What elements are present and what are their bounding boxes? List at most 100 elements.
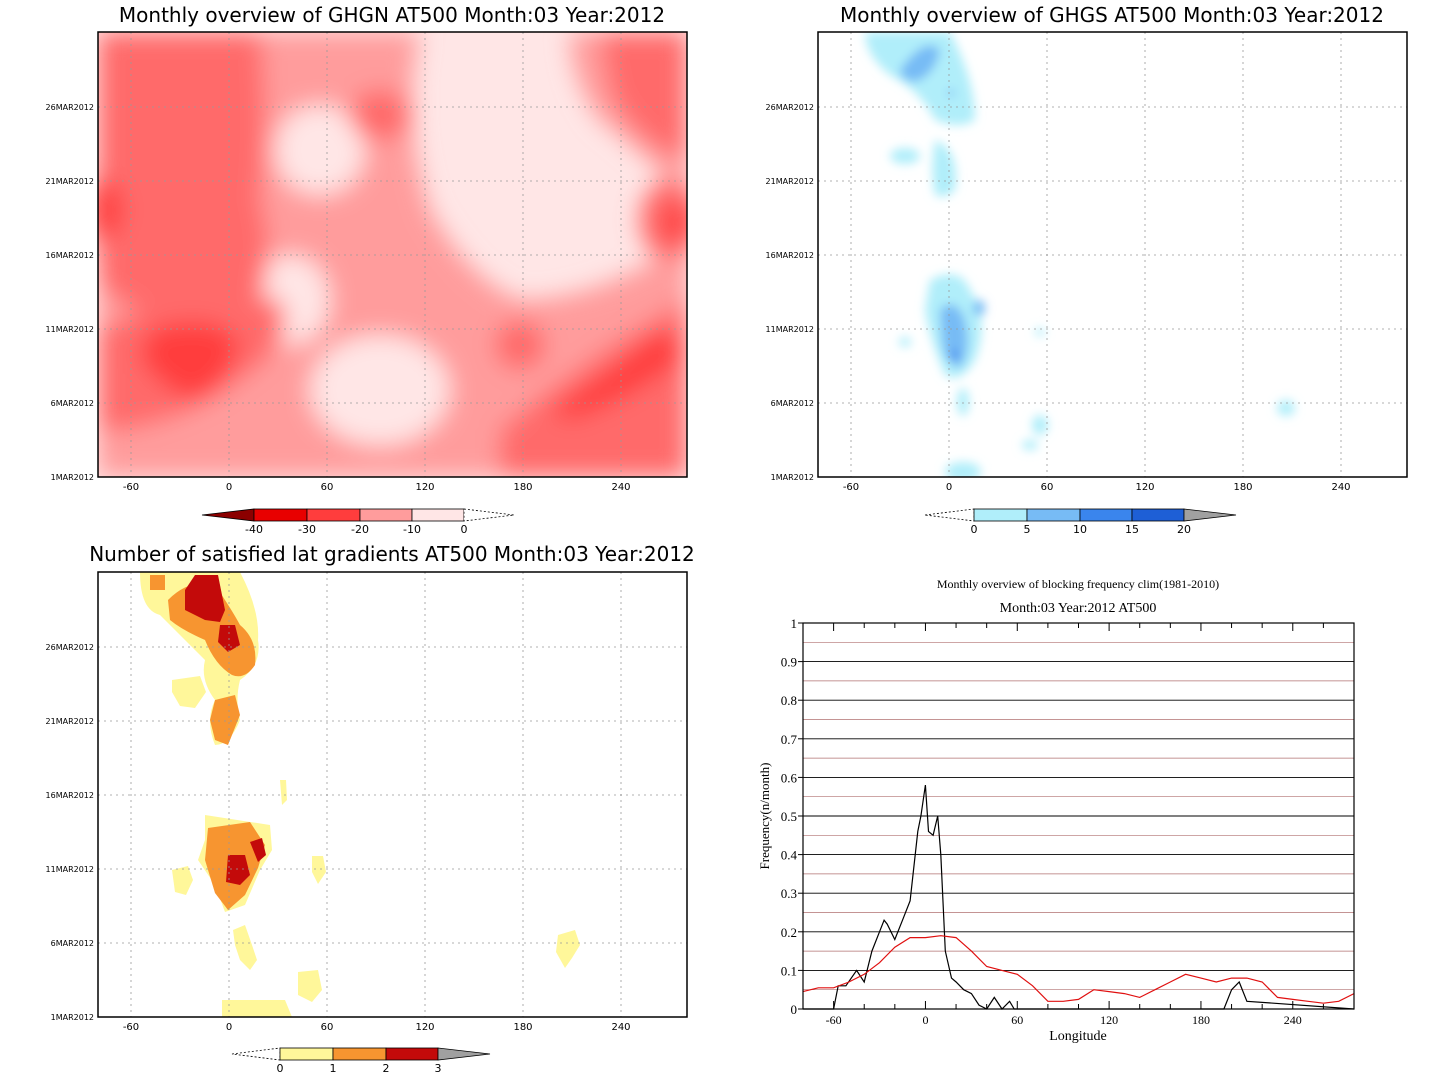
blocking-xlabel: Longitude — [1049, 1029, 1107, 1044]
lat-colorbar-label: 1 — [330, 1062, 337, 1075]
ghgn-field — [98, 32, 687, 477]
lat-frame — [97, 571, 688, 1018]
ghgn-colorbar-label: -30 — [298, 523, 316, 536]
x-tick-label: -60 — [826, 1013, 842, 1027]
ghgs-x-axis: -60 0 60 120 180 240 — [843, 482, 1351, 493]
ghgs-ytick: 21MAR2012 — [766, 177, 814, 186]
lat-xtick: 120 — [415, 1022, 434, 1033]
ghgs-frame — [817, 31, 1408, 478]
lat-grid — [98, 572, 687, 1017]
x-tick-label: 60 — [1011, 1013, 1023, 1027]
ghgn-ytick: 6MAR2012 — [51, 399, 94, 408]
x-tick-label: 120 — [1100, 1013, 1118, 1027]
ghgs-ytick: 6MAR2012 — [771, 399, 814, 408]
blocking-subtitle: Month:03 Year:2012 AT500 — [1000, 601, 1157, 616]
y-tick-label: 0.9 — [781, 655, 797, 670]
lat-xtick: 0 — [226, 1022, 232, 1033]
lat-ytick: 11MAR2012 — [46, 865, 94, 874]
ghgs-panel: Monthly overview of GHGS AT500 Month:03 … — [766, 3, 1408, 536]
lat-ytick: 6MAR2012 — [51, 939, 94, 948]
ghgs-xtick: 240 — [1331, 482, 1350, 493]
y-tick-label: 0.3 — [781, 886, 797, 901]
lat-colorbar: 0 1 2 3 — [231, 1047, 491, 1075]
ghgn-ytick: 21MAR2012 — [46, 177, 94, 186]
x-tick-label: 0 — [922, 1013, 928, 1027]
ghgn-grid — [98, 32, 687, 477]
ghgn-xtick: 0 — [226, 482, 232, 493]
ghgs-ytick: 1MAR2012 — [771, 473, 814, 482]
blocking-series — [802, 785, 1355, 1010]
ghgn-xtick: 120 — [415, 482, 434, 493]
ghgs-ytick: 11MAR2012 — [766, 325, 814, 334]
ghgs-title: Monthly overview of GHGS AT500 Month:03 … — [840, 3, 1384, 27]
ghgn-xtick: 180 — [513, 482, 532, 493]
ghgn-x-axis: -60 0 60 120 180 240 — [123, 482, 631, 493]
y-tick-label: 0.4 — [781, 848, 798, 863]
ghgs-y-axis: 1MAR2012 6MAR2012 11MAR2012 16MAR2012 21… — [766, 103, 814, 482]
ghgs-xtick: -60 — [843, 482, 859, 493]
ghgs-colorbar-label: 10 — [1073, 523, 1087, 536]
ghgs-xtick: 0 — [946, 482, 952, 493]
lat-xtick: 180 — [513, 1022, 532, 1033]
series-line-observed — [803, 785, 1355, 1010]
lat-colorbar-label: 2 — [383, 1062, 390, 1075]
y-tick-label: 0.2 — [781, 925, 797, 940]
lat-xtick: -60 — [123, 1022, 139, 1033]
ghgn-colorbar-label: 0 — [461, 523, 468, 536]
blocking-ylabel: Frequency(n/month) — [757, 763, 772, 870]
ghgs-xtick: 120 — [1135, 482, 1154, 493]
ghgn-colorbar-label: -10 — [403, 523, 421, 536]
lat-ytick: 21MAR2012 — [46, 717, 94, 726]
ghgs-grid — [818, 32, 1407, 477]
blocking-y-axis: 0 0.1 0.2 0.3 0.4 0.5 0.6 0.7 0.8 0.9 1 — [781, 616, 803, 1017]
ghgn-xtick: 240 — [611, 482, 630, 493]
lat-ytick: 1MAR2012 — [51, 1013, 94, 1022]
lat-title: Number of satisfied lat gradients AT500 … — [89, 542, 695, 566]
y-tick-label: 0.7 — [781, 732, 798, 747]
blocking-title: Monthly overview of blocking frequency c… — [937, 577, 1219, 591]
ghgs-xtick: 180 — [1233, 482, 1252, 493]
ghgn-ytick: 11MAR2012 — [46, 325, 94, 334]
ghgn-ytick: 26MAR2012 — [46, 103, 94, 112]
y-tick-label: 1 — [791, 616, 798, 631]
ghgs-ytick: 16MAR2012 — [766, 251, 814, 260]
lat-y-axis: 1MAR2012 6MAR2012 11MAR2012 16MAR2012 21… — [46, 643, 94, 1022]
blocking-x-axis: -60 0 60 120 180 240 — [802, 623, 1355, 1027]
lat-xtick: 240 — [611, 1022, 630, 1033]
ghgs-colorbar-label: 0 — [971, 523, 978, 536]
ghgn-y-axis: 1MAR2012 6MAR2012 11MAR2012 16MAR2012 21… — [46, 103, 94, 482]
ghgs-xtick: 60 — [1041, 482, 1054, 493]
ghgn-ytick: 1MAR2012 — [51, 473, 94, 482]
ghgn-colorbar-label: -40 — [245, 523, 263, 536]
blocking-grid — [803, 641, 1354, 991]
y-tick-label: 0.5 — [781, 809, 797, 824]
lat-panel: Number of satisfied lat gradients AT500 … — [46, 542, 695, 1075]
y-tick-label: 0.1 — [781, 963, 797, 978]
ghgn-colorbar: -40 -30 -20 -10 0 — [201, 508, 515, 536]
lat-colorbar-label: 0 — [277, 1062, 284, 1075]
lat-xtick: 60 — [321, 1022, 334, 1033]
lat-x-axis: -60 0 60 120 180 240 — [123, 1022, 631, 1033]
blocking-panel: Monthly overview of blocking frequency c… — [757, 577, 1355, 1044]
lat-field — [98, 572, 687, 1017]
ghgn-xtick: -60 — [123, 482, 139, 493]
ghgn-ytick: 16MAR2012 — [46, 251, 94, 260]
lat-ytick: 26MAR2012 — [46, 643, 94, 652]
x-tick-label: 240 — [1284, 1013, 1302, 1027]
ghgn-panel: Monthly overview of GHGN AT500 Month:03 … — [46, 3, 688, 536]
ghgn-frame — [97, 31, 688, 478]
lat-colorbar-label: 3 — [435, 1062, 442, 1075]
ghgn-colorbar-label: -20 — [351, 523, 369, 536]
ghgn-title: Monthly overview of GHGN AT500 Month:03 … — [119, 3, 665, 27]
y-tick-label: 0.8 — [781, 693, 797, 708]
ghgs-colorbar-label: 5 — [1024, 523, 1031, 536]
x-tick-label: 180 — [1192, 1013, 1210, 1027]
series-line-climatology — [802, 935, 1355, 1004]
lat-ytick: 16MAR2012 — [46, 791, 94, 800]
y-tick-label: 0.6 — [781, 770, 798, 785]
ghgs-field — [818, 32, 1407, 477]
ghgs-ytick: 26MAR2012 — [766, 103, 814, 112]
ghgs-colorbar: 0 5 10 15 20 — [924, 508, 1237, 536]
ghgn-xtick: 60 — [321, 482, 334, 493]
